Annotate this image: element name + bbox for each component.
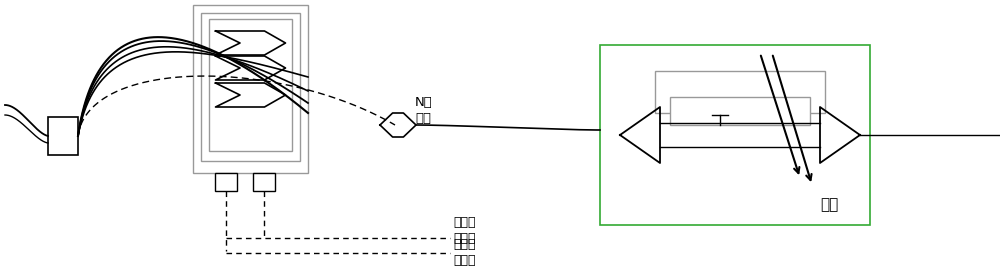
Polygon shape — [820, 107, 860, 163]
Bar — [600, 45, 870, 225]
Polygon shape — [620, 107, 660, 163]
Text: 电极: 电极 — [820, 197, 838, 212]
Text: N条
波导: N条 波导 — [415, 96, 433, 124]
Bar — [655, 71, 825, 113]
Polygon shape — [380, 113, 416, 137]
Bar — [253, 173, 275, 191]
Bar — [48, 117, 78, 155]
Bar — [193, 5, 308, 173]
Bar — [209, 19, 292, 151]
Text: 偶数波
导电极: 偶数波 导电极 — [453, 216, 476, 245]
Bar — [201, 13, 300, 161]
Bar — [215, 173, 237, 191]
Bar — [670, 97, 810, 125]
Text: 奇数波
导电极: 奇数波 导电极 — [453, 239, 476, 268]
